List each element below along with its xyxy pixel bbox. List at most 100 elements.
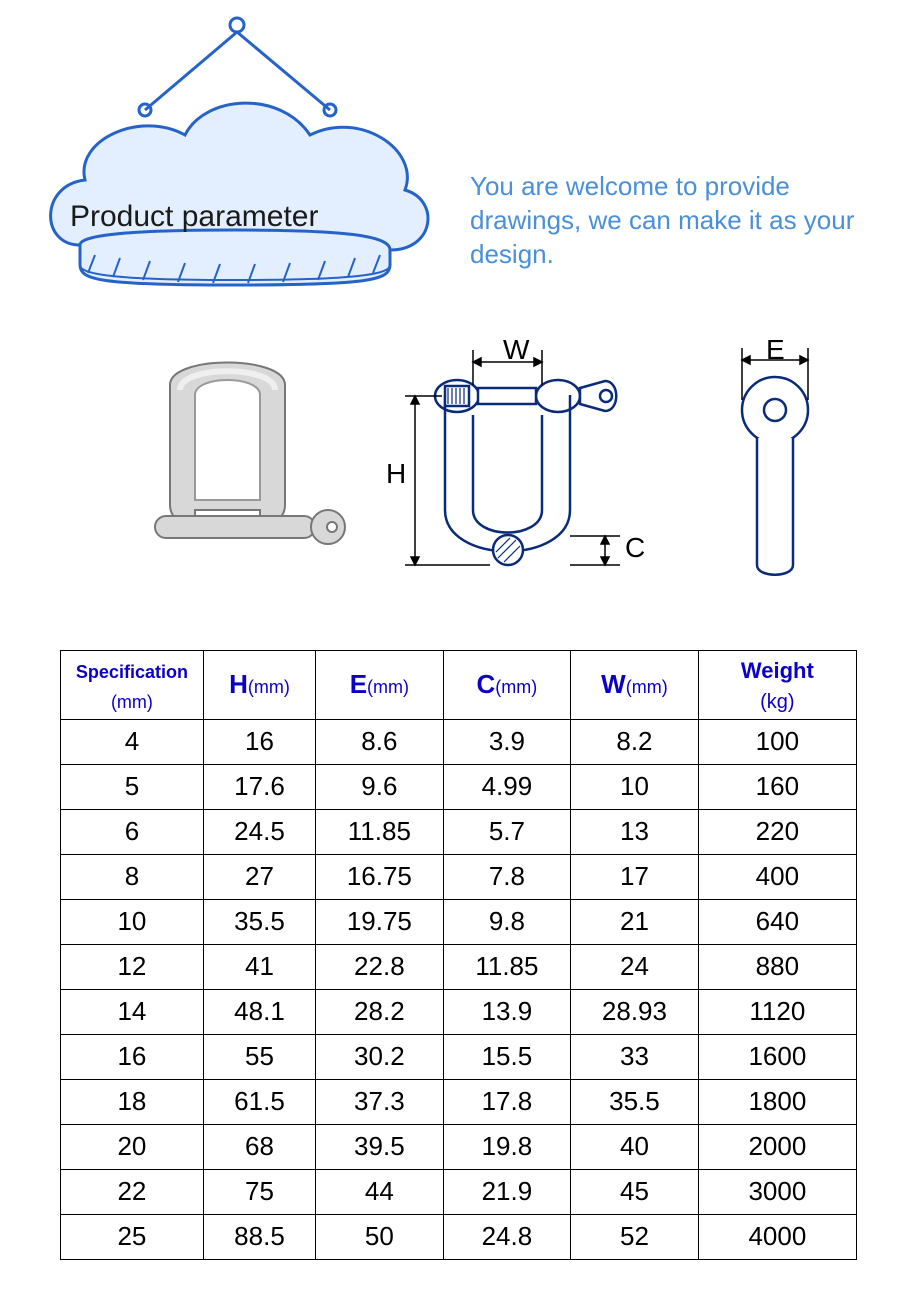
header-main-text: Specification xyxy=(76,662,188,682)
table-cell: 16.75 xyxy=(316,854,444,899)
table-cell: 19.75 xyxy=(316,899,444,944)
table-header-cell: E(mm) xyxy=(316,651,444,720)
table-row: 165530.215.5331600 xyxy=(61,1034,857,1079)
header-unit-text: (mm) xyxy=(248,677,290,697)
table-cell: 44 xyxy=(316,1169,444,1214)
table-cell: 24 xyxy=(571,944,699,989)
dim-label-e: E xyxy=(766,334,785,366)
table-cell: 55 xyxy=(203,1034,315,1079)
table-cell: 8.2 xyxy=(571,719,699,764)
table-cell: 8 xyxy=(61,854,204,899)
table-cell: 12 xyxy=(61,944,204,989)
table-cell: 1120 xyxy=(698,989,856,1034)
table-cell: 28.93 xyxy=(571,989,699,1034)
table-header-cell: Weight (kg) xyxy=(698,651,856,720)
table-cell: 18 xyxy=(61,1079,204,1124)
header-unit-text: (mm) xyxy=(367,677,409,697)
dim-label-c: C xyxy=(625,532,645,564)
table-cell: 24.5 xyxy=(203,809,315,854)
pin-side-view xyxy=(742,377,808,575)
table-cell: 6 xyxy=(61,809,204,854)
table-row: 1448.128.213.928.931120 xyxy=(61,989,857,1034)
table-cell: 24.8 xyxy=(443,1214,571,1259)
table-cell: 3000 xyxy=(698,1169,856,1214)
table-header-row: Specification(mm)H(mm)E(mm)C(mm)W(mm)Wei… xyxy=(61,651,857,720)
table-header-cell: Specification (mm) xyxy=(61,651,204,720)
table-cell: 50 xyxy=(316,1214,444,1259)
table-cell: 75 xyxy=(203,1169,315,1214)
table-cell: 4000 xyxy=(698,1214,856,1259)
table-cell: 52 xyxy=(571,1214,699,1259)
table-cell: 16 xyxy=(61,1034,204,1079)
table-cell: 30.2 xyxy=(316,1034,444,1079)
table-row: 82716.757.817400 xyxy=(61,854,857,899)
table-cell: 39.5 xyxy=(316,1124,444,1169)
table-cell: 19.8 xyxy=(443,1124,571,1169)
shackle-drawing xyxy=(435,380,616,565)
table-cell: 15.5 xyxy=(443,1034,571,1079)
table-cell: 22.8 xyxy=(316,944,444,989)
table-cell: 8.6 xyxy=(316,719,444,764)
table-cell: 37.3 xyxy=(316,1079,444,1124)
header-unit-text: (kg) xyxy=(760,691,794,713)
table-cell: 28.2 xyxy=(316,989,444,1034)
header-unit-text: (mm) xyxy=(626,677,668,697)
table-cell: 10 xyxy=(61,899,204,944)
table-cell: 1600 xyxy=(698,1034,856,1079)
table-row: 4168.63.98.2100 xyxy=(61,719,857,764)
header-main-text: E xyxy=(350,669,367,699)
welcome-text: You are welcome to provide drawings, we … xyxy=(470,170,890,271)
table-cell: 33 xyxy=(571,1034,699,1079)
table-cell: 5 xyxy=(61,764,204,809)
table-cell: 3.9 xyxy=(443,719,571,764)
table-row: 517.69.64.9910160 xyxy=(61,764,857,809)
table-header-cell: W(mm) xyxy=(571,651,699,720)
table-cell: 61.5 xyxy=(203,1079,315,1124)
table-row: 624.511.855.713220 xyxy=(61,809,857,854)
table-cell: 16 xyxy=(203,719,315,764)
spec-table-container: Specification(mm)H(mm)E(mm)C(mm)W(mm)Wei… xyxy=(60,650,857,1260)
table-cell: 21.9 xyxy=(443,1169,571,1214)
table-cell: 68 xyxy=(203,1124,315,1169)
table-cell: 4.99 xyxy=(443,764,571,809)
header-area: Product parameter You are welcome to pro… xyxy=(0,0,907,320)
header-main-text: C xyxy=(477,669,496,699)
table-cell: 35.5 xyxy=(203,899,315,944)
table-cell: 35.5 xyxy=(571,1079,699,1124)
table-cell: 17 xyxy=(571,854,699,899)
table-cell: 41 xyxy=(203,944,315,989)
table-cell: 10 xyxy=(571,764,699,809)
table-cell: 25 xyxy=(61,1214,204,1259)
header-main-text: Weight xyxy=(741,658,814,683)
table-cell: 21 xyxy=(571,899,699,944)
table-cell: 7.8 xyxy=(443,854,571,899)
table-row: 1861.537.317.835.51800 xyxy=(61,1079,857,1124)
table-cell: 1800 xyxy=(698,1079,856,1124)
table-cell: 5.7 xyxy=(443,809,571,854)
table-cell: 40 xyxy=(571,1124,699,1169)
table-cell: 160 xyxy=(698,764,856,809)
table-cell: 11.85 xyxy=(443,944,571,989)
header-unit-text: (mm) xyxy=(111,692,153,712)
table-row: 124122.811.8524880 xyxy=(61,944,857,989)
table-cell: 220 xyxy=(698,809,856,854)
header-main-text: W xyxy=(601,669,626,699)
table-cell: 17.8 xyxy=(443,1079,571,1124)
diagram-area: W H C E xyxy=(60,340,867,620)
cloud-graphic xyxy=(20,15,450,320)
table-cell: 9.8 xyxy=(443,899,571,944)
table-header-cell: C(mm) xyxy=(443,651,571,720)
table-row: 206839.519.8402000 xyxy=(61,1124,857,1169)
table-row: 2588.55024.8524000 xyxy=(61,1214,857,1259)
spec-table: Specification(mm)H(mm)E(mm)C(mm)W(mm)Wei… xyxy=(60,650,857,1260)
dim-label-h: H xyxy=(386,458,406,490)
table-cell: 17.6 xyxy=(203,764,315,809)
table-row: 22754421.9453000 xyxy=(61,1169,857,1214)
table-cell: 45 xyxy=(571,1169,699,1214)
table-cell: 88.5 xyxy=(203,1214,315,1259)
table-cell: 27 xyxy=(203,854,315,899)
table-cell: 100 xyxy=(698,719,856,764)
table-cell: 13 xyxy=(571,809,699,854)
table-cell: 880 xyxy=(698,944,856,989)
page-title: Product parameter xyxy=(70,200,318,234)
